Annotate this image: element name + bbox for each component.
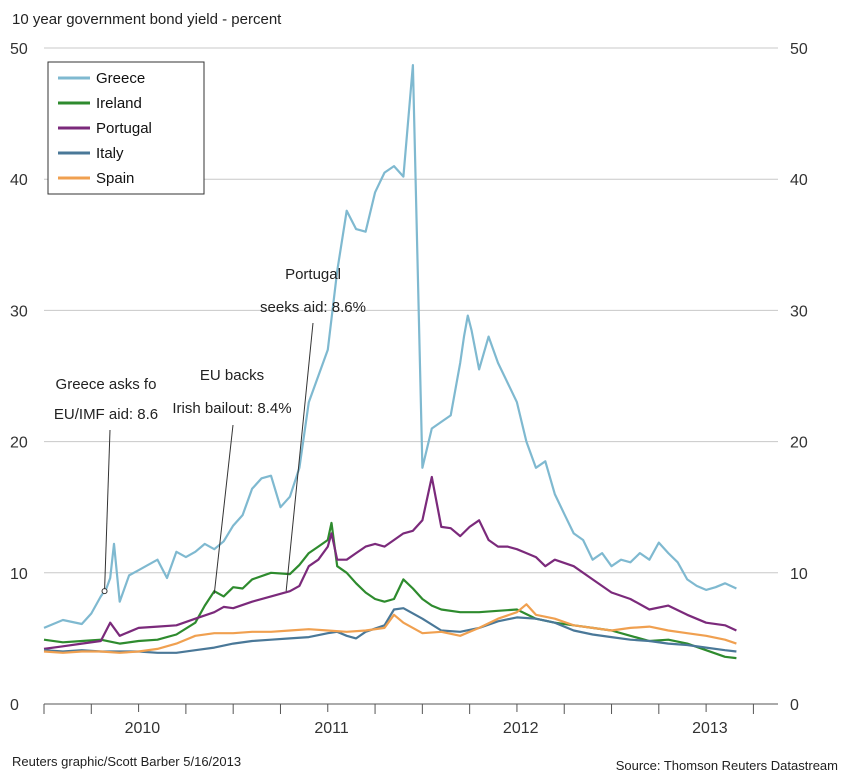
series-lines	[43, 63, 737, 660]
source-text: Source: Thomson Reuters Datastream	[616, 758, 838, 773]
x-tick-label: 2012	[503, 720, 539, 737]
annotation-leader-line	[285, 322, 314, 592]
y-tick-label-left: 0	[10, 697, 19, 714]
y-tick-label-right: 40	[790, 172, 808, 189]
annotation-label: seeks aid: 8.6%	[260, 299, 366, 316]
y-axis-left: 0 10 20 30 40 50	[10, 41, 28, 714]
legend-label: Portugal	[96, 120, 152, 137]
annotation-label: Greece asks fo	[56, 376, 157, 393]
y-tick-label-left: 50	[10, 41, 28, 58]
annotation-leader-line	[104, 429, 111, 592]
series-line-spain	[43, 603, 737, 654]
series-line-greece	[43, 63, 737, 629]
y-tick-label-left: 20	[10, 435, 28, 452]
annotation-label: EU backs	[200, 367, 264, 384]
legend-label: Spain	[96, 170, 134, 187]
y-tick-label-left: 30	[10, 303, 28, 320]
y-tick-label-right: 0	[790, 697, 799, 714]
y-tick-label-right: 20	[790, 435, 808, 452]
y-tick-label-right: 30	[790, 303, 808, 320]
y-tick-label-right: 10	[790, 566, 808, 583]
annotation-leader-line	[213, 424, 234, 594]
y-tick-label-left: 40	[10, 172, 28, 189]
chart-title: 10 year government bond yield - percent	[12, 11, 282, 28]
x-axis: 2010 2011 2012 2013	[43, 703, 778, 737]
y-tick-label-left: 10	[10, 566, 28, 583]
y-tick-label-right: 50	[790, 41, 808, 58]
annotation-label: EU/IMF aid: 8.6	[54, 406, 158, 423]
legend-label: Ireland	[96, 95, 142, 112]
y-axis-right: 0 10 20 30 40 50	[790, 41, 808, 714]
series-line-portugal	[43, 475, 737, 650]
annotation-label: Portugal	[285, 266, 341, 283]
x-tick-label: 2011	[314, 720, 349, 737]
series-line-italy	[43, 607, 737, 654]
credit-text: Reuters graphic/Scott Barber 5/16/2013	[12, 754, 241, 769]
legend-label: Greece	[96, 70, 145, 87]
x-tick-label: 2010	[125, 720, 161, 737]
annotation-label: Irish bailout: 8.4%	[172, 400, 291, 417]
annotation-marker	[101, 588, 108, 595]
legend-label: Italy	[96, 145, 124, 162]
legend: Greece Ireland Portugal Italy Spain	[47, 61, 205, 195]
annotations: Greece asks fo EU/IMF aid: 8.6 EU backs Iri…	[54, 266, 366, 595]
x-tick-label: 2013	[692, 720, 728, 737]
